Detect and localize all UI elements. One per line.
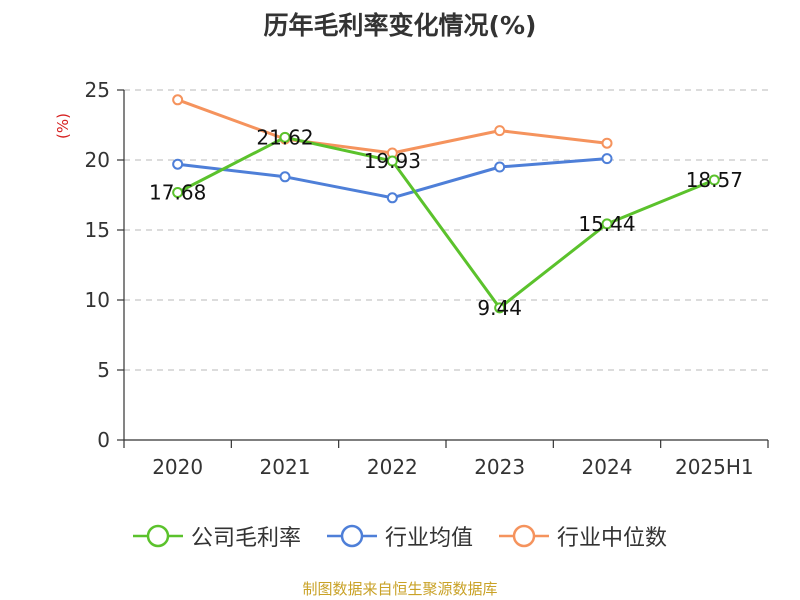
x-tick-label: 2025H1	[675, 455, 754, 479]
legend-label: 行业中位数	[557, 526, 668, 551]
data-point	[494, 125, 506, 137]
data-point	[172, 94, 184, 106]
legend-marker-icon	[132, 524, 183, 548]
legend: 公司毛利率 行业均值 行业中位数	[0, 520, 800, 552]
x-tick-label: 2022	[367, 455, 418, 479]
source-note: 制图数据来自恒生聚源数据库	[302, 580, 498, 598]
x-tick-label: 2024	[582, 455, 633, 479]
data-point	[386, 155, 398, 167]
data-point	[494, 161, 506, 173]
x-tick-label: 2023	[474, 455, 525, 479]
legend-marker-icon	[326, 524, 377, 548]
chart-title: 历年毛利率变化情况(%)	[263, 11, 537, 40]
data-point	[386, 192, 398, 204]
series-line-2	[177, 98, 608, 155]
series-line-0	[176, 135, 715, 310]
legend-marker-icon	[499, 524, 549, 548]
data-point	[279, 171, 291, 183]
data-point	[601, 153, 613, 165]
legend-item[interactable]: 行业均值	[326, 520, 473, 552]
x-tick-label: 2020	[152, 455, 203, 479]
data-point	[279, 131, 291, 143]
data-point	[172, 186, 184, 198]
legend-label: 公司毛利率	[190, 526, 301, 551]
y-tick-label: 0	[97, 428, 110, 452]
data-point	[708, 174, 720, 186]
y-tick-label: 15	[85, 218, 110, 242]
data-label: 17.68	[149, 180, 206, 204]
legend-item[interactable]: 行业中位数	[499, 520, 667, 552]
legend-label: 行业均值	[384, 526, 473, 551]
data-label: 9.44	[477, 296, 522, 320]
y-tick-label: 25	[85, 78, 110, 102]
data-point	[601, 137, 613, 149]
data-point	[172, 158, 184, 170]
y-tick-label: 5	[97, 358, 110, 382]
x-tick-label: 2021	[260, 455, 311, 479]
data-point	[601, 218, 613, 230]
data-label: 21.62	[256, 125, 313, 149]
y-axis-label: (%)	[54, 113, 72, 139]
data-point	[494, 302, 506, 314]
data-label: 15.44	[578, 212, 635, 236]
data-label: 19.93	[364, 149, 421, 173]
y-tick-label: 20	[85, 148, 110, 172]
y-tick-label: 10	[85, 288, 110, 312]
data-label: 18.57	[686, 168, 743, 192]
legend-item[interactable]: 公司毛利率	[132, 520, 301, 552]
